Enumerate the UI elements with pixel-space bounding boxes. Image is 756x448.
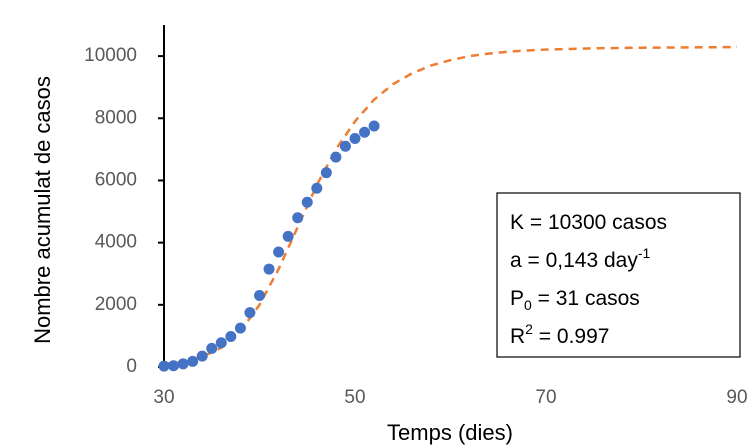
data-point bbox=[368, 120, 380, 132]
y-tick-label: 6000 bbox=[95, 169, 137, 190]
data-point bbox=[196, 350, 208, 362]
annotation-text: P bbox=[510, 287, 524, 310]
x-tick-label: 30 bbox=[153, 387, 174, 408]
annotation-text: a = 0,143 day bbox=[510, 249, 638, 272]
annotation-sup: -1 bbox=[638, 245, 651, 261]
annotation-text: = 0.997 bbox=[533, 325, 609, 348]
annotation-sub: 0 bbox=[524, 297, 532, 313]
data-point bbox=[359, 126, 371, 138]
data-point bbox=[215, 337, 227, 349]
y-tick-label: 2000 bbox=[95, 294, 137, 315]
data-point bbox=[301, 196, 313, 208]
data-point bbox=[282, 230, 294, 242]
data-point bbox=[263, 263, 275, 275]
data-point bbox=[339, 140, 351, 152]
annotation-text: R bbox=[510, 325, 525, 348]
data-point bbox=[292, 212, 304, 224]
annotation: P0 = 31 casos bbox=[510, 287, 640, 313]
y-tick-label: 8000 bbox=[95, 107, 137, 128]
data-point bbox=[168, 360, 180, 372]
data-point bbox=[273, 246, 285, 258]
annotation-sup: 2 bbox=[525, 321, 533, 337]
data-point bbox=[187, 355, 199, 367]
annotation: K = 10300 casos bbox=[510, 211, 667, 234]
annotation: a = 0,143 day-1 bbox=[510, 245, 651, 272]
y-tick-label: 0 bbox=[126, 356, 137, 377]
data-point bbox=[234, 322, 246, 334]
data-point bbox=[330, 151, 342, 163]
annotation-text: = 31 casos bbox=[532, 287, 640, 310]
data-point bbox=[206, 342, 218, 354]
x-tick-label: 50 bbox=[344, 387, 365, 408]
data-point bbox=[244, 307, 256, 319]
data-point bbox=[158, 360, 170, 372]
y-axis-title: Nombre acumulat de casos bbox=[30, 76, 55, 344]
data-point bbox=[311, 182, 323, 194]
annotation-text: K = 10300 casos bbox=[510, 211, 667, 234]
y-tick-label: 10000 bbox=[84, 45, 137, 66]
annotation-box bbox=[496, 192, 741, 358]
data-point bbox=[254, 289, 265, 301]
data-point bbox=[225, 331, 237, 343]
x-tick-label: 90 bbox=[726, 387, 747, 408]
data-point bbox=[320, 167, 332, 179]
annotation: R2 = 0.997 bbox=[510, 321, 609, 348]
data-point bbox=[177, 358, 189, 370]
y-tick-label: 4000 bbox=[95, 232, 137, 253]
x-axis-title: Temps (dies) bbox=[387, 420, 513, 445]
data-point bbox=[349, 132, 361, 144]
x-tick-label: 70 bbox=[535, 387, 556, 408]
